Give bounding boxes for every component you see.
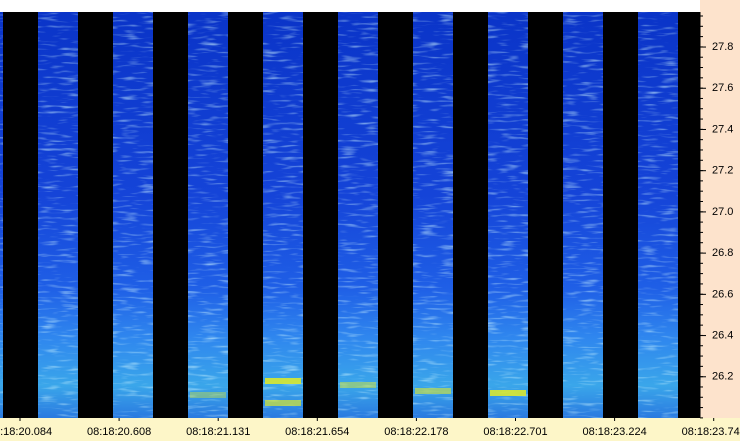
band-highlight	[265, 378, 301, 384]
band-highlight	[415, 388, 451, 394]
x-tick-label: 08:18:22.701	[483, 426, 547, 438]
y-axis-panel	[700, 0, 740, 441]
x-tick-label: 08:18:23.224	[582, 426, 646, 438]
band-highlight	[265, 400, 301, 406]
x-tick-label: 08:18:20.608	[87, 426, 151, 438]
y-tick-label: 26.2	[712, 371, 733, 383]
x-axis-panel	[0, 418, 740, 441]
x-tick-label: 08:18:21.654	[285, 426, 349, 438]
y-tick-label: 27.8	[712, 41, 733, 53]
y-tick-label: 26.4	[712, 329, 733, 341]
y-tick-label: 27.0	[712, 206, 733, 218]
y-tick-label: 27.6	[712, 82, 733, 94]
x-tick-label: 08:18:23.749	[682, 426, 740, 438]
band-highlight	[190, 392, 226, 398]
x-tick-label: 08:18:20.084	[0, 426, 52, 438]
y-tick-label: 26.6	[712, 288, 733, 300]
y-tick-label: 27.2	[712, 165, 733, 177]
spectrogram-bands	[0, 12, 678, 418]
x-tick-label: 08:18:22.178	[384, 426, 448, 438]
band-highlight	[490, 390, 526, 396]
band-noise	[0, 12, 678, 418]
y-tick-label: 27.4	[712, 123, 733, 135]
y-tick-label: 26.8	[712, 247, 733, 259]
band-highlight	[340, 382, 376, 388]
x-tick-label: 08:18:21.131	[186, 426, 250, 438]
